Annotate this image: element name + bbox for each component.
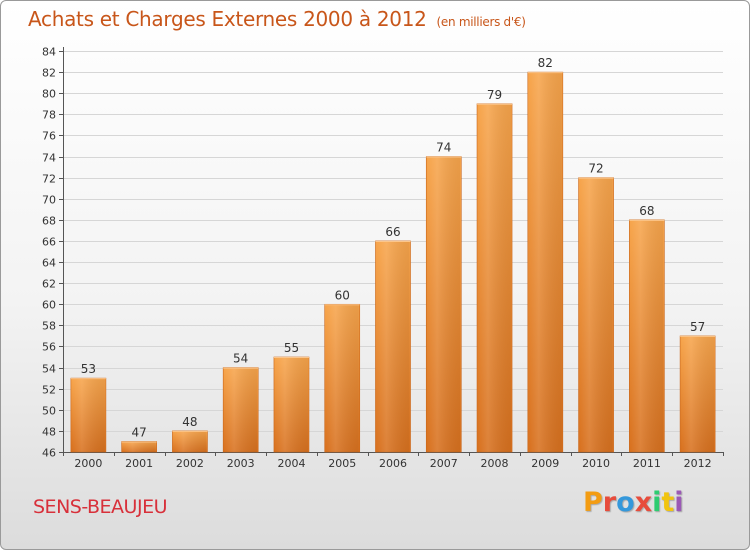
x-tick-label: 2008: [481, 457, 509, 470]
bar-shine: [71, 379, 105, 452]
y-tick-label: 56: [42, 341, 56, 354]
bar-shine: [681, 336, 715, 452]
y-tick-label: 76: [42, 130, 56, 143]
bar-value-label: 57: [690, 320, 705, 334]
bar-shine: [528, 73, 562, 453]
x-tick-label: 2006: [379, 457, 407, 470]
bar-value-label: 47: [132, 425, 147, 439]
x-tick-label: 2009: [531, 457, 559, 470]
bar-shine: [630, 220, 664, 452]
logo-letter: i: [652, 487, 662, 518]
title-unit: (en milliers d'€): [436, 15, 526, 29]
bar-shine: [427, 157, 461, 453]
logo-letter: o: [616, 487, 635, 518]
logo-letter: x: [634, 487, 653, 518]
x-tick-label: 2004: [277, 457, 305, 470]
y-tick-label: 48: [42, 426, 56, 439]
y-tick-label: 82: [42, 67, 56, 80]
y-tick-label: 46: [42, 447, 56, 460]
x-tick-label: 2000: [74, 457, 102, 470]
bar-value-label: 68: [639, 204, 654, 218]
x-tick-label: 2002: [176, 457, 204, 470]
x-tick-label: 2010: [582, 457, 610, 470]
bar-shine: [122, 442, 156, 452]
bar-shine: [173, 431, 207, 452]
bar-value-label: 53: [81, 362, 96, 376]
y-tick-label: 70: [42, 194, 56, 207]
commune-name: SENS-BEAUJEU: [33, 496, 167, 518]
bar-shine: [579, 178, 613, 452]
y-tick-label: 74: [42, 152, 56, 165]
y-tick-label: 62: [42, 278, 56, 291]
y-tick-label: 54: [42, 363, 56, 376]
bar-value-label: 72: [588, 162, 603, 176]
bar-shine: [376, 241, 410, 452]
bar-value-label: 55: [284, 341, 299, 355]
x-tick-label: 2012: [684, 457, 712, 470]
axes: [59, 47, 724, 456]
bar-shine: [224, 368, 258, 452]
bar-value-label: 79: [487, 88, 502, 102]
bar-value-label: 82: [538, 56, 553, 70]
y-tick-label: 60: [42, 299, 56, 312]
y-tick-label: 84: [42, 46, 56, 59]
bar-shine: [325, 305, 359, 452]
x-tick-label: 2011: [633, 457, 661, 470]
title-text: Achats et Charges Externes 2000 à 2012: [28, 7, 427, 31]
labels: 46 48 50 52 54 56 58 60 62 64 66 68 70 72 74 76 78 80 82 84…: [42, 46, 712, 471]
y-tick-label: 64: [42, 257, 56, 270]
bar-shine: [478, 104, 512, 453]
y-tick-label: 58: [42, 320, 56, 333]
x-tick-label: 2005: [328, 457, 356, 470]
y-tick-label: 66: [42, 236, 56, 249]
bar-value-label: 74: [436, 141, 451, 155]
x-tick-label: 2001: [125, 457, 153, 470]
chart-title: Achats et Charges Externes 2000 à 2012 (e…: [28, 7, 526, 31]
logo-letter: t: [661, 487, 675, 518]
bar-value-label: 60: [335, 288, 350, 302]
logo-letter: P: [583, 487, 603, 518]
x-tick-label: 2003: [227, 457, 255, 470]
y-tick-label: 50: [42, 405, 56, 418]
logo-letter: r: [602, 487, 617, 518]
proxiti-logo: Proxiti: [583, 487, 684, 518]
bar-value-label: 66: [385, 225, 400, 239]
bar-value-label: 54: [233, 352, 248, 366]
y-tick-label: 80: [42, 88, 56, 101]
y-tick-label: 78: [42, 109, 56, 122]
x-tick-label: 2007: [430, 457, 458, 470]
bars: [70, 71, 716, 453]
y-tick-label: 52: [42, 384, 56, 397]
logo-letter: i: [674, 487, 684, 518]
y-tick-label: 68: [42, 215, 56, 228]
y-tick-label: 72: [42, 173, 56, 186]
bar-value-label: 48: [182, 415, 197, 429]
bar-shine: [274, 358, 308, 452]
